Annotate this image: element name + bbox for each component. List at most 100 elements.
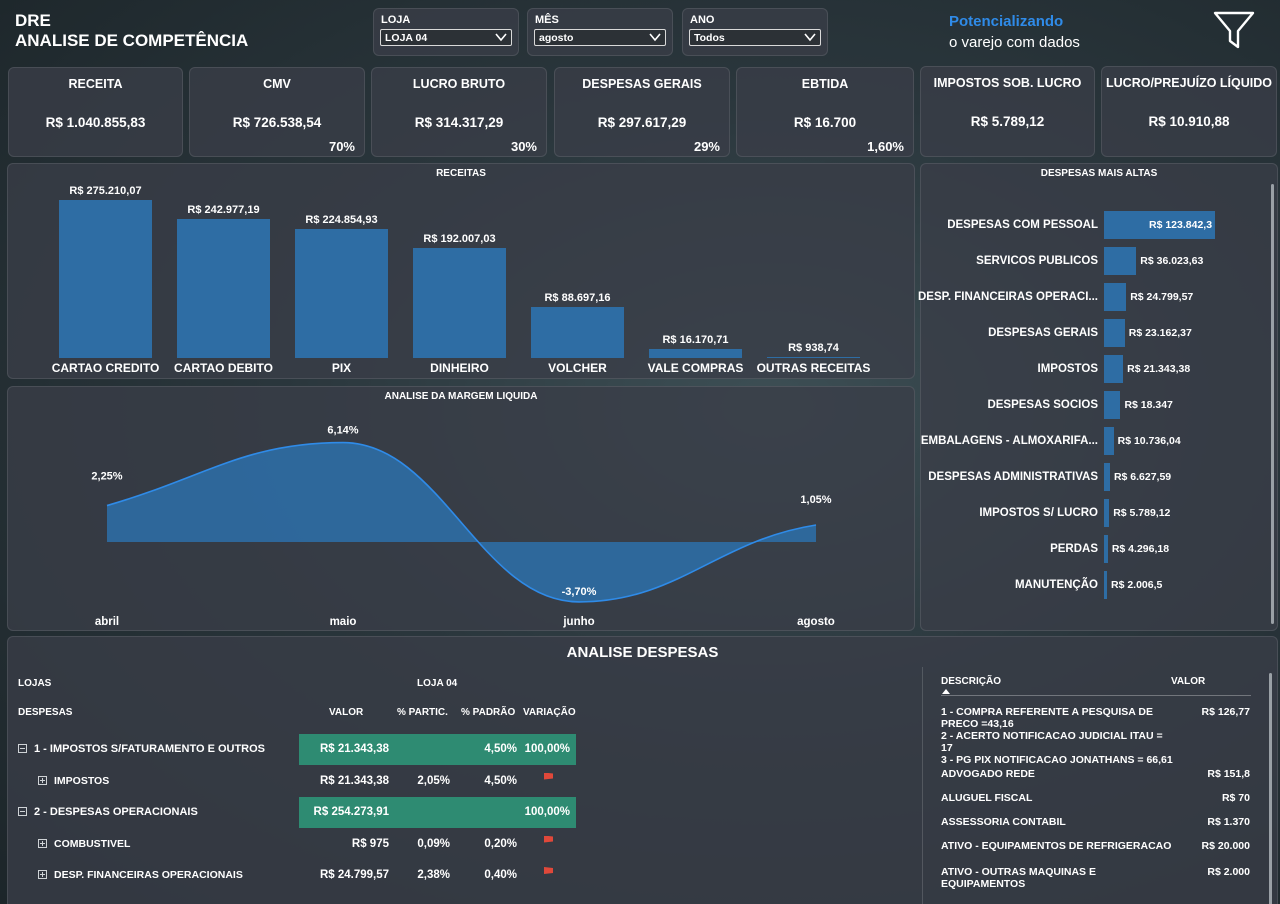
table-row-label[interactable]: IMPOSTOS bbox=[38, 775, 109, 787]
kpi-card: EBTIDA R$ 16.700 1,60% bbox=[736, 67, 914, 157]
despesas-bar[interactable] bbox=[1104, 211, 1215, 239]
kpi-label: IMPOSTOS SOB. LUCRO bbox=[933, 76, 1082, 90]
slicer-ano[interactable]: ANO Todos bbox=[682, 8, 828, 56]
margem-point[interactable] bbox=[813, 522, 819, 528]
col-valor-header[interactable]: VALOR bbox=[329, 707, 364, 718]
descricao-row-text: ATIVO - EQUIPAMENTOS DE REFRIGERACAO bbox=[941, 840, 1172, 852]
receitas-bar[interactable] bbox=[295, 228, 388, 358]
despesas-category-label: DESP. FINANCEIRAS OPERACI... bbox=[918, 291, 1098, 303]
collapse-icon[interactable] bbox=[18, 744, 27, 753]
cell-padrao: 4,50% bbox=[484, 774, 517, 787]
slicer-loja[interactable]: LOJA LOJA 04 bbox=[373, 8, 519, 56]
receitas-bar[interactable] bbox=[59, 200, 152, 358]
kpi-card: CMV R$ 726.538,54 70% bbox=[189, 67, 365, 157]
despesas-bar[interactable] bbox=[1104, 535, 1108, 563]
descricao-scrollbar[interactable] bbox=[1269, 673, 1272, 904]
analise-despesas-title: ANALISE DESPESAS bbox=[566, 644, 719, 661]
margem-category-label: abril bbox=[95, 616, 119, 628]
margem-data-label: 2,25% bbox=[91, 471, 122, 483]
margem-area bbox=[107, 442, 816, 602]
cell-valor: R$ 24.799,57 bbox=[319, 869, 389, 881]
margem-area-chart: 2,25% abril 6,14% maio -3,70% junho 1,05% agost… bbox=[91, 425, 835, 628]
despesas-category-label: IMPOSTOS bbox=[1037, 363, 1099, 375]
despesas-data-label: R$ 2.006,5 bbox=[1111, 579, 1163, 591]
col-partic-header[interactable]: % PARTIC. bbox=[397, 707, 448, 718]
receitas-panel: RECEITAS R$ 275.210,07 CARTAO CREDITO R$ 2… bbox=[7, 163, 915, 379]
col-despesas-header: DESPESAS bbox=[18, 707, 73, 718]
receitas-data-label: R$ 275.210,07 bbox=[69, 185, 142, 197]
receitas-bar[interactable] bbox=[531, 307, 624, 358]
brand-tagline: Potencializando o varejo com dados bbox=[949, 11, 1080, 53]
receitas-category-label: CARTAO CREDITO bbox=[51, 361, 160, 375]
margem-point[interactable] bbox=[340, 440, 346, 446]
margem-point[interactable] bbox=[576, 599, 582, 605]
expand-icon[interactable] bbox=[38, 775, 47, 785]
despesas-category-label: MANUTENÇÃO bbox=[1014, 579, 1098, 591]
despesas-bar[interactable] bbox=[1104, 319, 1125, 347]
despesas-bar[interactable] bbox=[1104, 571, 1107, 599]
despesas-data-label: R$ 4.296,18 bbox=[1111, 543, 1170, 555]
table-row-label[interactable]: DESP. FINANCEIRAS OPERACIONAIS bbox=[38, 869, 243, 881]
table-row-label[interactable]: COMBUSTIVEL bbox=[38, 838, 130, 850]
margem-point[interactable] bbox=[104, 503, 110, 509]
despesas-data-label: R$ 6.627,59 bbox=[1113, 471, 1172, 483]
kpi-label: DESPESAS GERAIS bbox=[582, 77, 702, 91]
expand-icon[interactable] bbox=[38, 870, 47, 879]
despesas-bar[interactable] bbox=[1104, 463, 1110, 491]
cell-partic: 2,05% bbox=[417, 774, 450, 787]
slicer-ano-dropdown[interactable]: Todos bbox=[689, 29, 821, 46]
slicer-loja-dropdown[interactable]: LOJA 04 bbox=[380, 29, 512, 46]
kpi-label: EBTIDA bbox=[801, 77, 849, 91]
slicer-mes[interactable]: MÊS agosto bbox=[527, 8, 673, 56]
kpi-percent: 30% bbox=[510, 139, 537, 154]
despesas-scrollbar[interactable] bbox=[1271, 184, 1274, 624]
receitas-bar[interactable] bbox=[177, 218, 270, 358]
highlight-cell bbox=[299, 734, 576, 765]
margem-category-label: agosto bbox=[797, 616, 835, 628]
despesas-bar[interactable] bbox=[1104, 391, 1121, 419]
col-descricao-header[interactable]: DESCRIÇÃO bbox=[941, 676, 1002, 687]
kpi-value: R$ 10.910,88 bbox=[1148, 114, 1230, 129]
receitas-bar[interactable] bbox=[767, 357, 860, 358]
expand-icon[interactable] bbox=[38, 838, 47, 848]
chevron-down-icon bbox=[804, 33, 816, 42]
margem-data-label: 1,05% bbox=[800, 494, 831, 506]
kpi-card: DESPESAS GERAIS R$ 297.617,29 29% bbox=[554, 67, 730, 157]
despesas-bar[interactable] bbox=[1104, 499, 1110, 527]
chevron-down-icon bbox=[495, 33, 507, 42]
descricao-row-text: 1 - COMPRA REFERENTE A PESQUISA DE PRECO… bbox=[941, 706, 1173, 766]
margem-title: ANALISE DA MARGEM LIQUIDA bbox=[384, 391, 538, 402]
kpi-label: RECEITA bbox=[68, 77, 123, 91]
despesas-bar[interactable] bbox=[1104, 247, 1137, 275]
margem-panel: ANALISE DA MARGEM LIQUIDA 2,25% abril 6,14… bbox=[7, 386, 915, 631]
col-valor-desc-header[interactable]: VALOR bbox=[1171, 676, 1206, 687]
descricao-row-text: ATIVO - OUTRAS MAQUINAS E EQUIPAMENTOS bbox=[941, 866, 1096, 890]
table-row-label[interactable]: 1 - IMPOSTOS S/FATURAMENTO E OUTROS bbox=[18, 743, 265, 755]
despesas-bar[interactable] bbox=[1104, 283, 1127, 311]
kpi-value: R$ 726.538,54 bbox=[232, 115, 322, 130]
collapse-icon[interactable] bbox=[18, 807, 27, 816]
cell-valor: R$ 21.343,38 bbox=[319, 774, 389, 787]
despesas-data-label: R$ 123.842,3 bbox=[1149, 219, 1213, 231]
page-title-line2: ANALISE DE COMPETÊNCIA bbox=[15, 31, 249, 50]
despesas-data-label: R$ 5.789,12 bbox=[1113, 507, 1171, 519]
receitas-bar[interactable] bbox=[649, 348, 742, 358]
table-row-label[interactable]: 2 - DESPESAS OPERACIONAIS bbox=[18, 806, 198, 818]
despesas-bar[interactable] bbox=[1104, 427, 1114, 455]
receitas-category-label: PIX bbox=[331, 361, 352, 375]
sort-ascending-icon[interactable] bbox=[942, 689, 950, 694]
receitas-bar[interactable] bbox=[413, 247, 506, 358]
col-variacao-header[interactable]: VARIAÇÃO bbox=[523, 707, 576, 718]
descricao-row-valor: R$ 2.000 bbox=[1207, 866, 1250, 878]
slicer-mes-dropdown[interactable]: agosto bbox=[534, 29, 666, 46]
kpi-label: LUCRO BRUTO bbox=[412, 77, 506, 91]
despesas-bar[interactable] bbox=[1104, 355, 1124, 383]
receitas-data-label: R$ 224.854,93 bbox=[305, 213, 378, 226]
analise-despesas-panel: ANALISE DESPESAS LOJAS LOJA 04 DESPESAS … bbox=[7, 636, 1278, 904]
col-padrao-header[interactable]: % PADRÃO bbox=[461, 707, 516, 718]
receitas-data-label: R$ 88.697,16 bbox=[544, 292, 611, 305]
filter-funnel-icon[interactable] bbox=[1213, 11, 1255, 51]
kpi-label: CMV bbox=[263, 77, 291, 91]
slicer-mes-label: MÊS bbox=[535, 14, 559, 26]
despesas-category-label: IMPOSTOS S/ LUCRO bbox=[979, 507, 1098, 519]
